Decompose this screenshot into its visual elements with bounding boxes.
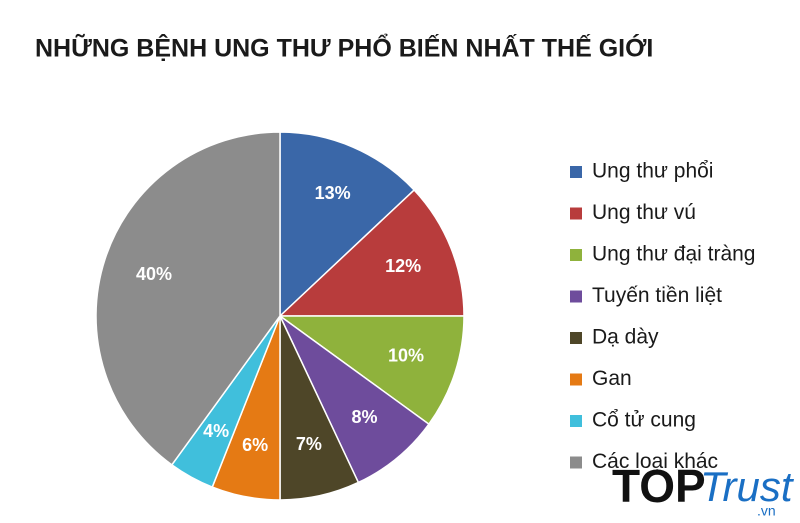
watermark-top: TOP: [612, 460, 706, 512]
pie-slice: [279, 131, 416, 318]
legend-swatch: [570, 456, 582, 469]
legend-swatch: [570, 207, 582, 220]
watermark: TOP Trust .vn: [612, 460, 795, 519]
legend-text: Gan: [592, 367, 632, 390]
legend-swatch: [570, 290, 582, 303]
pie-slice: [279, 315, 430, 484]
slice-label: 7%: [296, 434, 322, 454]
legend-text: Các loại khác: [592, 450, 718, 473]
slice-label: 8%: [351, 407, 377, 427]
legend-swatch: [570, 373, 582, 386]
legend-swatch: [570, 332, 582, 344]
legend-swatch: [570, 415, 582, 427]
slice-label: 40%: [136, 264, 172, 284]
watermark-domain: .vn: [757, 503, 776, 519]
legend-swatch: [570, 166, 582, 178]
slice-label: 10%: [388, 346, 424, 366]
legend-text: Dạ dày: [592, 326, 659, 349]
slice-label: 13%: [315, 183, 351, 203]
legend-text: Ung thư phổi: [592, 160, 713, 183]
legend-text: Ung thư vú: [592, 201, 696, 224]
slice-label: 4%: [203, 421, 229, 441]
legend-text: Tuyến tiền liệt: [592, 284, 722, 307]
legend-text: Cổ tử cung: [592, 409, 696, 432]
chart-title: NHỮNG BỆNH UNG THƯ PHỔ BIẾN NHẤT THẾ GIỚ…: [35, 33, 653, 63]
slice-label: 6%: [242, 435, 268, 455]
pie-slice: [278, 188, 465, 317]
pie-slice: [95, 131, 281, 466]
slice-label: 12%: [385, 256, 421, 276]
pie-slice: [277, 315, 465, 426]
legend-swatch: [570, 249, 582, 261]
legend-text: Ung thư đại tràng: [592, 243, 756, 266]
watermark-trust: Trust: [700, 463, 795, 510]
